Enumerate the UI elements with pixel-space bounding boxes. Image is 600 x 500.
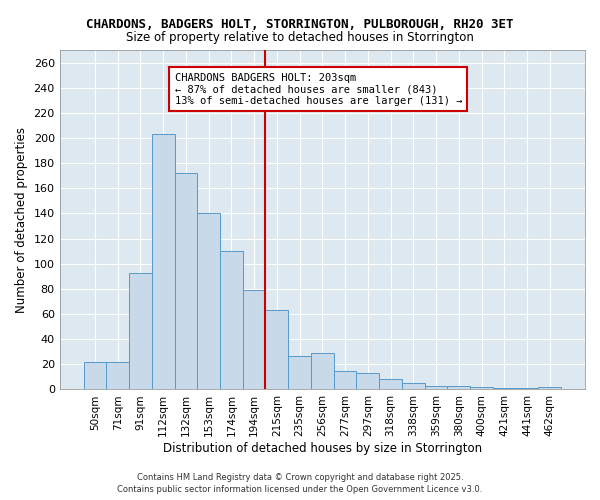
Bar <box>288 356 311 390</box>
Bar <box>265 310 288 390</box>
Bar <box>243 290 265 390</box>
Bar <box>220 251 243 390</box>
Bar <box>356 373 379 390</box>
Bar <box>152 134 175 390</box>
Bar <box>83 362 106 390</box>
Bar <box>334 370 356 390</box>
Bar <box>493 388 515 390</box>
Bar <box>311 353 334 390</box>
Bar <box>425 386 448 390</box>
Text: Contains HM Land Registry data © Crown copyright and database right 2025.
Contai: Contains HM Land Registry data © Crown c… <box>118 472 482 494</box>
Bar <box>402 383 425 390</box>
Bar <box>175 173 197 390</box>
Bar <box>448 386 470 390</box>
Bar <box>470 387 493 390</box>
Bar <box>106 362 129 390</box>
X-axis label: Distribution of detached houses by size in Storrington: Distribution of detached houses by size … <box>163 442 482 455</box>
Bar <box>538 387 561 390</box>
Bar <box>515 388 538 390</box>
Bar <box>379 380 402 390</box>
Text: CHARDONS, BADGERS HOLT, STORRINGTON, PULBOROUGH, RH20 3ET: CHARDONS, BADGERS HOLT, STORRINGTON, PUL… <box>86 18 514 30</box>
Y-axis label: Number of detached properties: Number of detached properties <box>15 126 28 312</box>
Text: Size of property relative to detached houses in Storrington: Size of property relative to detached ho… <box>126 31 474 44</box>
Text: CHARDONS BADGERS HOLT: 203sqm
← 87% of detached houses are smaller (843)
13% of : CHARDONS BADGERS HOLT: 203sqm ← 87% of d… <box>175 72 462 106</box>
Bar <box>129 272 152 390</box>
Bar <box>197 214 220 390</box>
